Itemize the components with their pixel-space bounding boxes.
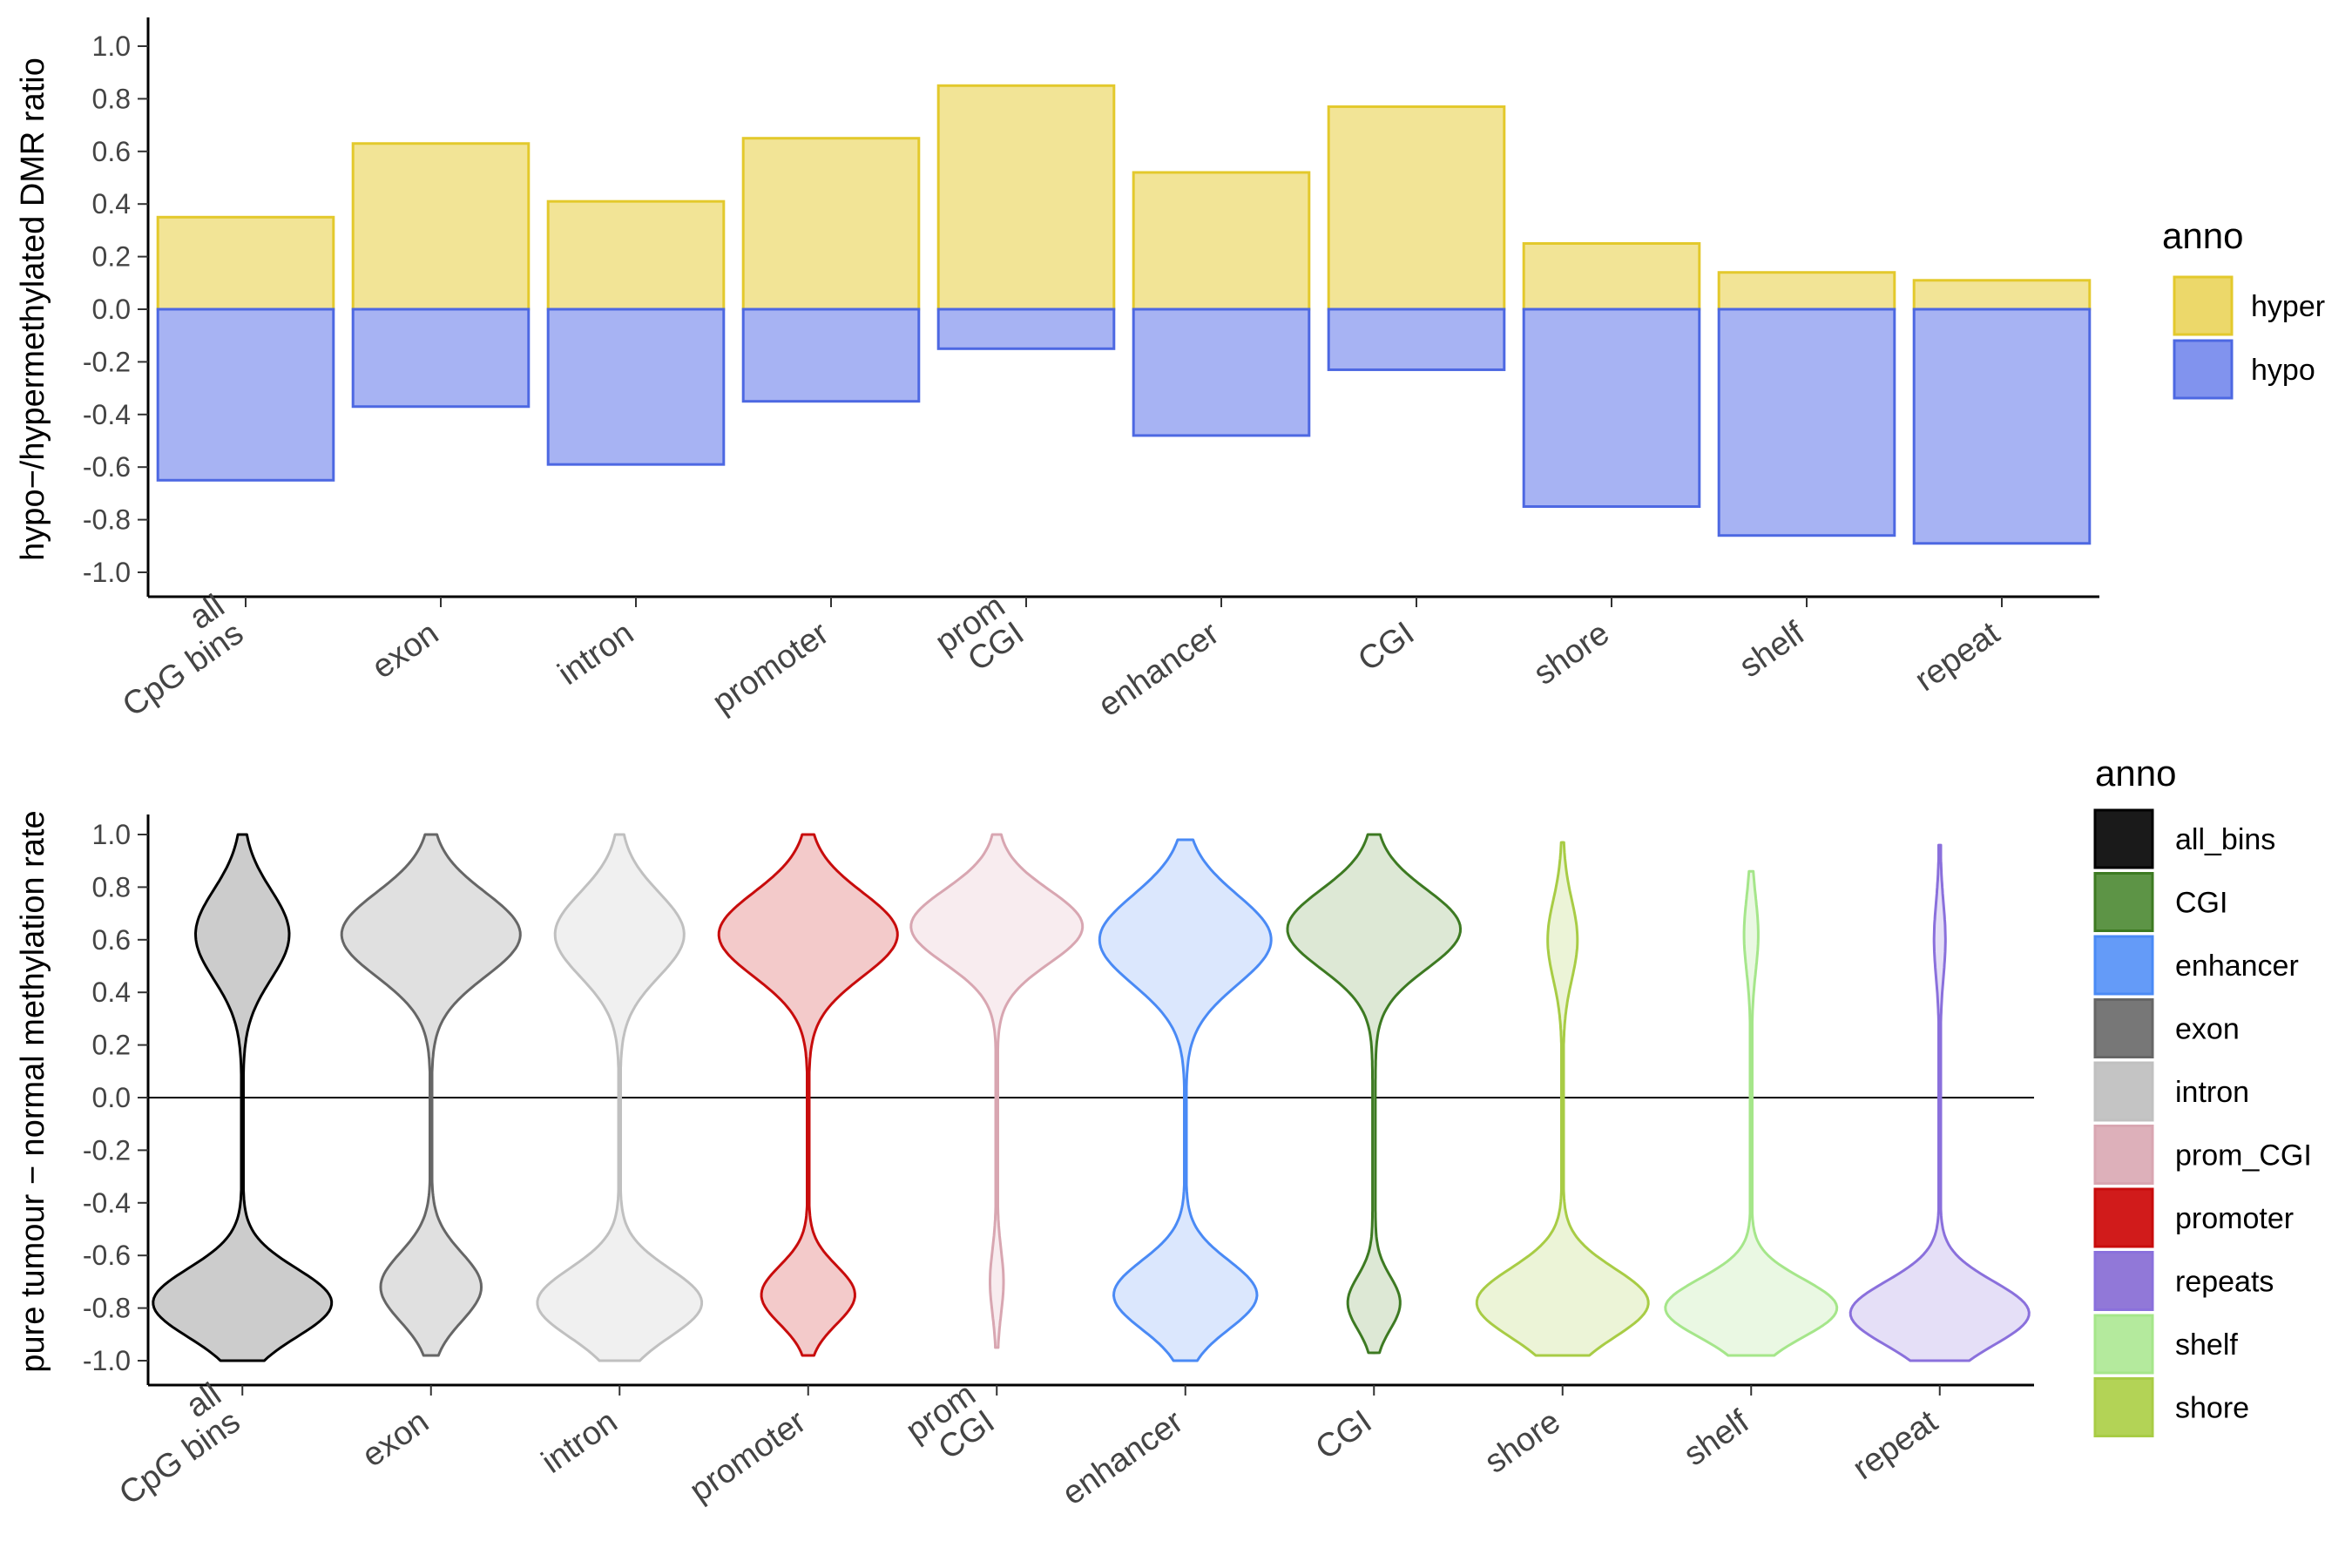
violin-y-tick-label: -0.6 [83,1240,131,1271]
bar-hyper [1132,171,1311,311]
violin-y-tick-label: 0.2 [92,1030,131,1061]
bar-y-tick-label: 0.4 [92,188,131,220]
bar-chart-legend: anno hyper hypo [2162,215,2325,400]
legend-label-repeats: repeats [2175,1266,2274,1299]
violin-y-tick-label: 0.8 [92,871,131,902]
bar-hypo [1522,308,1701,508]
legend-swatch-prom_CGI [2093,1125,2154,1185]
violin-y-tick-label: 0.0 [92,1082,131,1113]
bar-hyper [741,137,921,311]
bar-y-tick-label: -1.0 [83,557,131,588]
bar-y-tick-label: -0.2 [83,346,131,377]
bar-hypo [1132,308,1311,437]
legend-swatch-promoter [2093,1187,2154,1248]
bar-hyper [546,199,726,311]
legend-label-shore: shore [2175,1392,2249,1425]
bar-hypo [1912,308,2092,545]
violin-chart-y-axis: 1.0 0.8 0.6 0.4 0.2 0.0 -0.2 -0.4 -0.6 -0.8 -1.0 [83,814,150,1385]
violin-chart-violins [152,833,2031,1362]
legend-label-enhancer: enhancer [2175,950,2299,983]
violin-exon [340,833,522,1357]
violin-y-tick-label: -0.8 [83,1293,131,1324]
violin-CGI [1286,833,1462,1355]
legend-swatch-CGI [2093,872,2154,932]
legend-swatch-enhancer [2093,935,2154,996]
bar-legend-title: anno [2162,215,2243,256]
bar-y-tick-label: 1.0 [92,30,131,62]
violin-shelf [1664,869,1839,1357]
bar-hyper [936,84,1116,311]
legend-label-exon: exon [2175,1013,2240,1046]
legend-label-prom_CGI: prom_CGI [2175,1139,2312,1173]
bar-hypo [936,308,1116,350]
bar-chart-bars [156,84,2092,545]
violin-chart-y-axis-title: pure tumour − normal methylation rate [15,810,51,1372]
violin-y-tick-label: 1.0 [92,819,131,850]
bar-chart-y-axis-title: hypo−/hypermethylated DMR ratio [15,57,51,561]
violin-shore [1475,841,1650,1357]
violin-y-tick-label: -0.2 [83,1134,131,1166]
legend-swatch-intron [2093,1061,2154,1122]
violin-enhancer [1098,838,1273,1362]
legend-label-intron: intron [2175,1076,2249,1109]
legend-swatch-repeats [2093,1251,2154,1311]
bar-y-tick-label: -0.4 [83,399,131,430]
bar-hyper [1717,271,1896,311]
bar-y-tick-label: 0.8 [92,83,131,114]
legend-label-CGI: CGI [2175,887,2227,920]
violin-promoter [717,833,899,1357]
violin-repeats [1848,843,2031,1362]
bar-y-tick-label: 0.0 [92,294,131,325]
legend-swatch-hyper [2173,275,2234,336]
bar-hypo [1717,308,1896,537]
bar-y-tick-label: 0.6 [92,136,131,167]
bar-chart-y-axis: 1.0 0.8 0.6 0.4 0.2 0.0 -0.2 -0.4 -0.6 -0.8 -1.0 [83,17,150,597]
violin-intron [536,833,704,1362]
legend-label-shelf: shelf [2175,1328,2238,1362]
legend-swatch-all_bins [2093,808,2154,869]
bar-hypo [546,308,726,466]
violin-legend-title: anno [2095,753,2176,794]
bar-hyper [351,142,531,311]
bar-hypo [1327,308,1506,371]
bar-hyper [1522,242,1701,311]
legend-swatch-hypo [2173,339,2234,400]
legend-swatch-exon [2093,998,2154,1058]
violin-prom_CGI [909,833,1085,1349]
violin-y-tick-label: 0.4 [92,977,131,1008]
bar-hyper [1327,105,1506,311]
violin-y-tick-label: -0.4 [83,1187,131,1219]
bar-hyper [156,215,335,311]
legend-label-promoter: promoter [2175,1202,2294,1235]
bar-hypo [741,308,921,403]
bar-hyper [1912,279,2092,311]
legend-swatch-shelf [2093,1314,2154,1375]
violin-chart-legend: anno all_bins CGI enhancer exon intron prom_C… [2093,753,2312,1437]
bar-hypo [351,308,531,409]
bar-y-tick-label: -0.8 [83,504,131,536]
bar-y-tick-label: -0.6 [83,451,131,483]
legend-swatch-shore [2093,1377,2154,1437]
bar-y-tick-label: 0.2 [92,241,131,273]
bar-hypo [156,308,335,482]
legend-label-all_bins: all_bins [2175,823,2275,856]
legend-label-hyper: hyper [2251,290,2325,323]
violin-all_bins [152,833,334,1362]
violin-y-tick-label: -1.0 [83,1345,131,1376]
violin-y-tick-label: 0.6 [92,924,131,956]
legend-label-hypo: hypo [2251,354,2315,387]
